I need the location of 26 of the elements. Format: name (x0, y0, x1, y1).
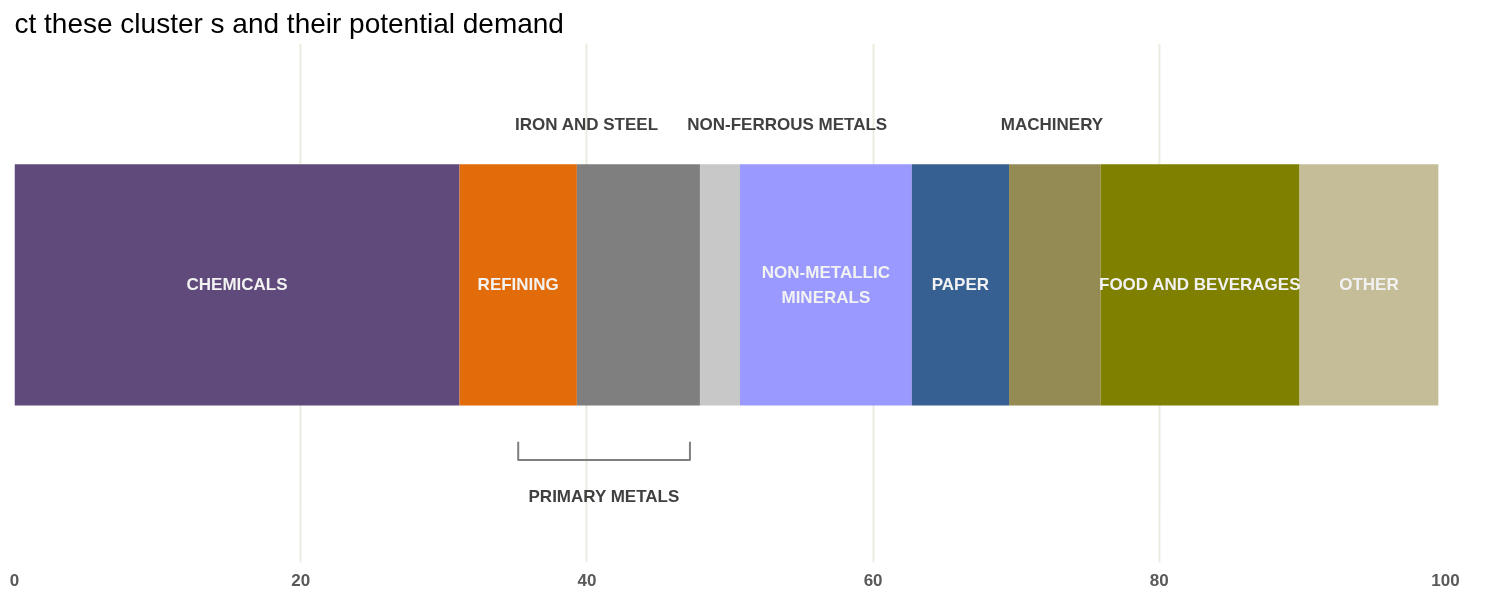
x-tick-label: 20 (291, 570, 311, 590)
bar (459, 164, 577, 406)
bar (576, 164, 700, 406)
series-label: FOOD AND BEVERAGES (1099, 275, 1301, 295)
bar (699, 164, 741, 406)
series-label: MACHINERY (1000, 115, 1104, 135)
bar (1299, 164, 1439, 406)
series-label: PAPER (931, 275, 990, 295)
series-label: CHEMICALS (186, 275, 288, 295)
series-label: IRON AND STEEL (515, 115, 659, 135)
series-label: OTHER (1339, 275, 1399, 295)
series-label: NON-FERROUS METALS (687, 115, 888, 135)
bar (1009, 164, 1101, 406)
series-label: REFINING (477, 275, 559, 295)
chart-title: ct these cluster s and their potential demand (14, 7, 564, 39)
x-tick-label: 80 (1149, 570, 1169, 590)
series-label: NON-METALLIC MINERALS (761, 263, 890, 307)
text: PRIMARY METALS (528, 486, 680, 506)
bar (740, 164, 912, 406)
x-tick-label: 60 (863, 570, 883, 590)
bar (1100, 164, 1300, 406)
x-tick-label: 40 (577, 570, 597, 590)
bar (14, 164, 460, 406)
bar (911, 164, 1010, 406)
x-tick-label: 100 (1431, 570, 1460, 590)
x-tick-label: 0 (9, 570, 20, 590)
